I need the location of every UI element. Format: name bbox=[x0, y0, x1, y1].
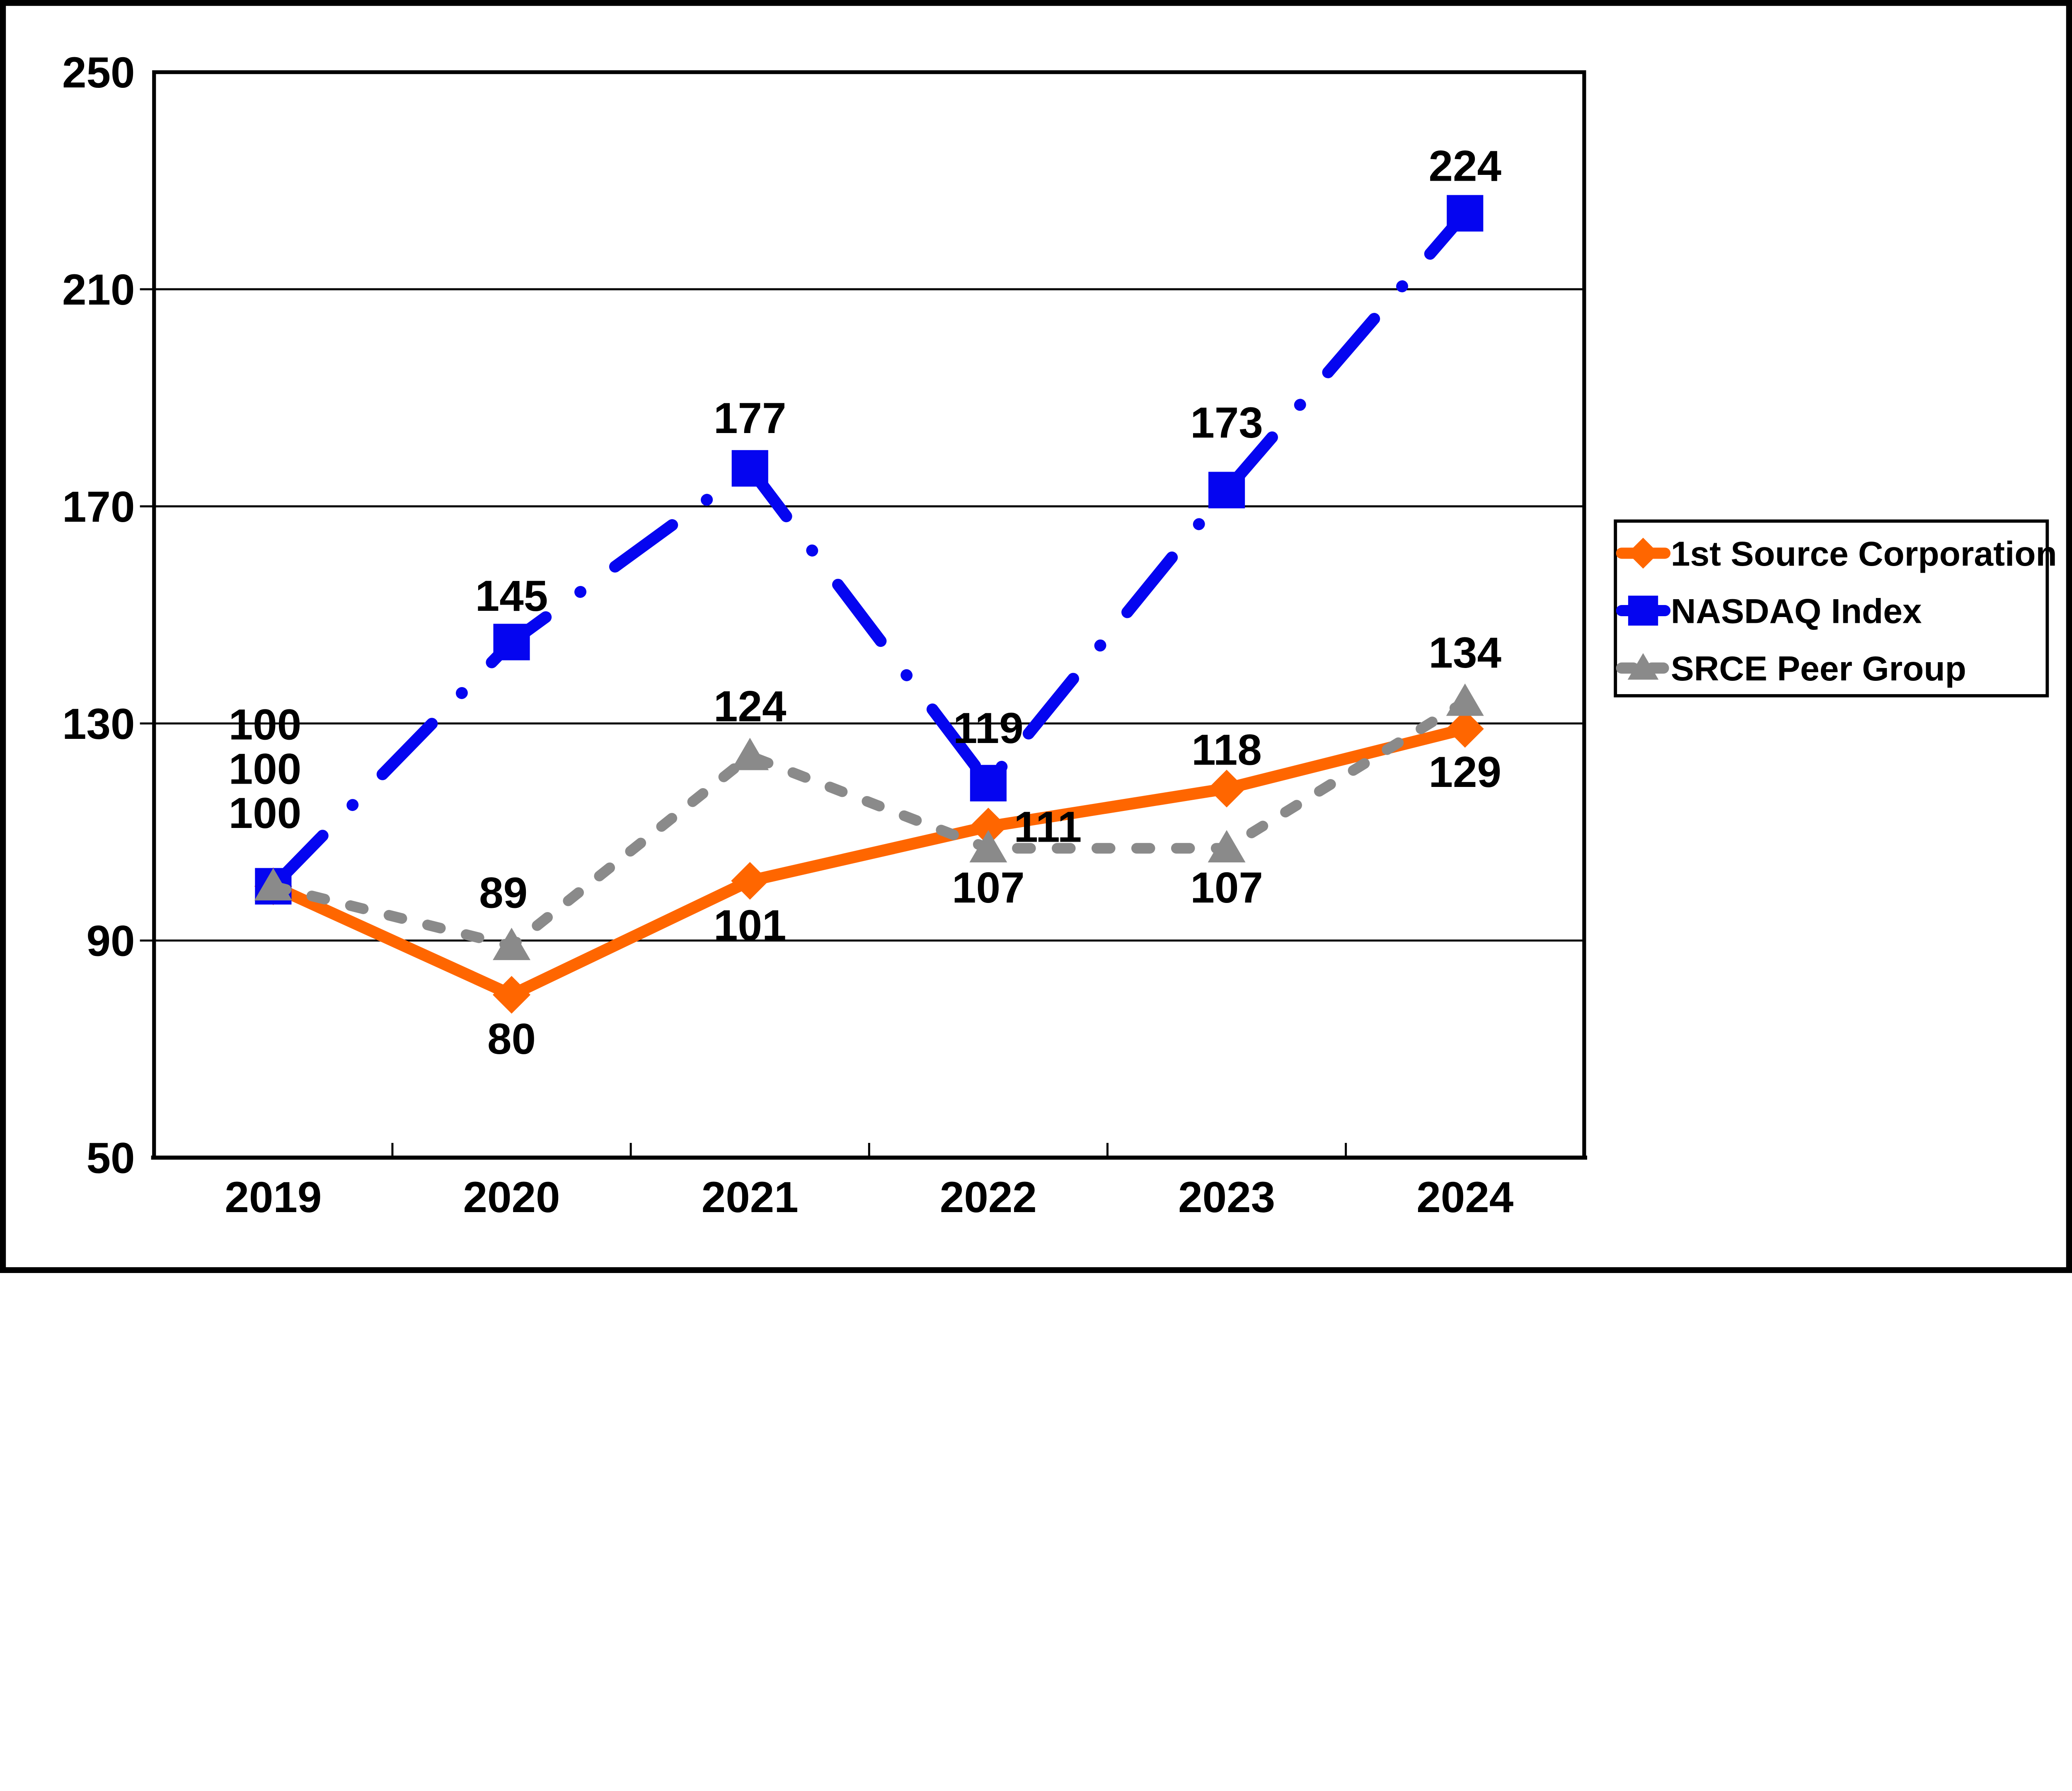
data-label-diamond-2024: 129 bbox=[1429, 748, 1502, 796]
data-label-triangle-2023: 107 bbox=[1190, 864, 1263, 912]
data-label-triangle-2020: 89 bbox=[479, 869, 528, 917]
legend-diamond-icon bbox=[1627, 537, 1659, 569]
x-axis-label-2023: 2023 bbox=[1178, 1173, 1275, 1222]
diamond-marker-2021 bbox=[731, 862, 769, 900]
legend-label: 1st Source Corporation bbox=[1671, 534, 2057, 573]
data-label-triangle-2022: 107 bbox=[952, 864, 1025, 912]
y-axis-label-250: 250 bbox=[62, 48, 135, 97]
performance-line-chart: 100 80 101 111 118 129 100 145 177 119 173 224 100 89… bbox=[0, 0, 2072, 1273]
data-label-diamond-2022: 111 bbox=[1014, 803, 1082, 852]
square-marker-2024 bbox=[1447, 195, 1484, 232]
legend-box bbox=[1614, 519, 2049, 697]
legend-label: NASDAQ Index bbox=[1671, 591, 1922, 630]
stock-performance-chart: 100 80 101 111 118 129 100 145 177 119 173 224 100 89… bbox=[0, 0, 2072, 1273]
series-line-0 bbox=[267, 723, 1471, 1001]
diamond-marker-2022 bbox=[969, 808, 1007, 846]
y-axis-label-130: 130 bbox=[62, 700, 135, 748]
outer-border bbox=[0, 0, 2072, 1273]
data-label-square-2021: 177 bbox=[714, 394, 787, 443]
triangle-marker-2023 bbox=[1208, 830, 1246, 863]
triangle-marker-2019 bbox=[254, 868, 292, 900]
triangle-marker-2022 bbox=[969, 830, 1007, 863]
x-axis-label-2021: 2021 bbox=[702, 1173, 799, 1222]
square-marker-2021 bbox=[731, 450, 768, 487]
x-axis-label-2020: 2020 bbox=[463, 1173, 560, 1222]
data-label-diamond-2020: 80 bbox=[487, 1015, 536, 1063]
data-label-diamond-2019: 100 bbox=[229, 789, 302, 837]
series-srce-peer-group bbox=[254, 683, 1484, 960]
triangle-marker-2021 bbox=[731, 738, 769, 770]
data-labels: 100 80 101 111 118 129 100 145 177 119 173 224 100 89… bbox=[229, 142, 1501, 1063]
data-label-triangle-2019: 100 bbox=[229, 745, 302, 793]
data-label-triangle-2021: 124 bbox=[714, 683, 787, 731]
y-axis-label-90: 90 bbox=[87, 917, 135, 966]
series-nasdaq-index bbox=[255, 195, 1484, 905]
plot-frame bbox=[151, 70, 1587, 1160]
square-marker-2023 bbox=[1208, 472, 1245, 508]
diamond-marker-2023 bbox=[1208, 770, 1246, 808]
axis-labels: 250 210 170 130 90 50 2019 2020 2021 2022 2023 2024 bbox=[62, 48, 1513, 1222]
data-label-square-2022: 119 bbox=[953, 704, 1024, 753]
legend-label: SRCE Peer Group bbox=[1671, 649, 1966, 688]
legend-square-icon bbox=[1628, 595, 1658, 626]
x-axis-label-2024: 2024 bbox=[1416, 1173, 1513, 1222]
legend-item-srce-peer-group: SRCE Peer Group bbox=[1616, 649, 1966, 688]
square-marker-2020 bbox=[493, 624, 530, 661]
x-axis-label-2019: 2019 bbox=[225, 1173, 322, 1222]
y-axis-label-210: 210 bbox=[62, 266, 135, 314]
triangle-marker-2020 bbox=[493, 927, 531, 960]
data-label-square-2020: 145 bbox=[475, 572, 548, 620]
x-axis-label-2022: 2022 bbox=[940, 1173, 1037, 1222]
square-marker-2022 bbox=[970, 765, 1007, 801]
axis-ticks bbox=[140, 288, 1347, 1158]
y-axis-label-50: 50 bbox=[87, 1134, 135, 1183]
triangle-marker-2024 bbox=[1446, 683, 1484, 716]
data-label-square-2024: 224 bbox=[1429, 142, 1502, 190]
outer-frame bbox=[0, 0, 2072, 1273]
series-line-2 bbox=[268, 696, 1471, 951]
legend-item-1st-source-corporation: 1st Source Corporation bbox=[1616, 534, 2057, 573]
data-label-square-2019: 100 bbox=[229, 701, 302, 749]
legend-triangle-icon bbox=[1627, 653, 1659, 680]
data-label-square-2023: 173 bbox=[1190, 399, 1263, 447]
series-lines bbox=[254, 195, 1484, 1014]
data-label-diamond-2023: 118 bbox=[1191, 726, 1262, 774]
y-axis-label-170: 170 bbox=[62, 483, 135, 531]
data-label-triangle-2024: 134 bbox=[1429, 629, 1502, 677]
diamond-marker-2024 bbox=[1446, 710, 1484, 748]
data-label-diamond-2021: 101 bbox=[714, 901, 787, 950]
series-line-1 bbox=[267, 207, 1471, 892]
legend: 1st Source Corporation NASDAQ Index SRCE P… bbox=[1614, 519, 2057, 697]
legend-item-nasdaq-index: NASDAQ Index bbox=[1616, 591, 1922, 630]
